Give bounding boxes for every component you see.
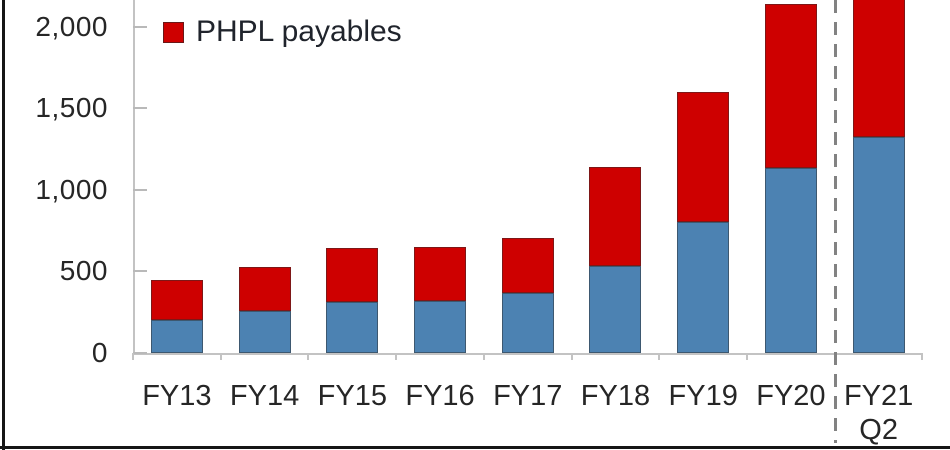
bar-segment-blue — [852, 136, 905, 353]
bar-segment-blue — [589, 265, 642, 353]
y-axis-label: 0 — [91, 337, 108, 368]
bar-segment-blue — [764, 167, 817, 353]
y-axis-label: 2,000 — [35, 10, 108, 42]
y-axis-line — [133, 0, 135, 355]
y-axis-label: 1,500 — [35, 92, 108, 124]
legend-label: PHPL payables — [196, 15, 402, 48]
y-axis-tick — [133, 188, 147, 191]
x-axis-label: FY16 — [405, 380, 475, 412]
bar-segment-red-phpl-payables — [852, 0, 905, 137]
x-axis-label: FY18 — [580, 380, 651, 412]
crop-border-left — [2, 0, 5, 450]
bar-segment-blue — [150, 320, 203, 353]
bar-segment-blue — [326, 301, 379, 353]
x-axis-tick — [921, 353, 924, 360]
y-axis-tick — [133, 25, 147, 28]
period-separator-dashed-line — [833, 0, 837, 443]
x-axis-label: FY15 — [317, 380, 387, 412]
x-axis-sublabel: Q2 — [859, 414, 898, 446]
x-axis-line — [133, 353, 923, 355]
bar-segment-red-phpl-payables — [764, 3, 817, 168]
bar-segment-red-phpl-payables — [238, 266, 291, 311]
legend: PHPL payables — [163, 16, 402, 48]
bar-segment-blue — [414, 300, 467, 353]
bar-segment-red-phpl-payables — [589, 166, 642, 266]
bar-segment-red-phpl-payables — [677, 91, 730, 222]
bar-segment-red-phpl-payables — [326, 247, 379, 302]
bar-segment-blue — [677, 221, 730, 353]
x-axis-tick — [658, 353, 661, 360]
x-axis-tick — [746, 353, 749, 360]
bar-segment-red-phpl-payables — [501, 237, 554, 293]
legend-swatch-red-square-icon — [163, 21, 184, 43]
bar-segment-red-phpl-payables — [150, 279, 203, 321]
x-axis-label: FY21 — [843, 380, 914, 412]
y-axis-tick — [133, 352, 147, 354]
x-axis-tick — [570, 353, 573, 360]
x-axis-label: FY13 — [142, 380, 212, 412]
x-axis-tick — [395, 353, 398, 360]
x-axis-tick — [482, 353, 485, 360]
y-axis-tick — [133, 270, 147, 273]
x-axis-tick — [219, 353, 222, 360]
x-axis-label: FY14 — [229, 380, 300, 412]
crop-border-bottom — [0, 446, 950, 449]
y-axis-label: 500 — [59, 255, 108, 287]
x-axis-tick — [132, 353, 134, 360]
x-axis-label: FY19 — [668, 380, 738, 412]
bar-segment-blue — [501, 292, 554, 353]
y-axis-tick — [133, 107, 147, 110]
bar-segment-blue — [238, 310, 291, 353]
x-axis-label: FY20 — [756, 380, 826, 412]
bar-segment-red-phpl-payables — [414, 246, 467, 301]
x-axis-label: FY17 — [493, 380, 563, 412]
x-axis-tick — [307, 353, 310, 360]
y-axis-label: 1,000 — [35, 173, 108, 205]
